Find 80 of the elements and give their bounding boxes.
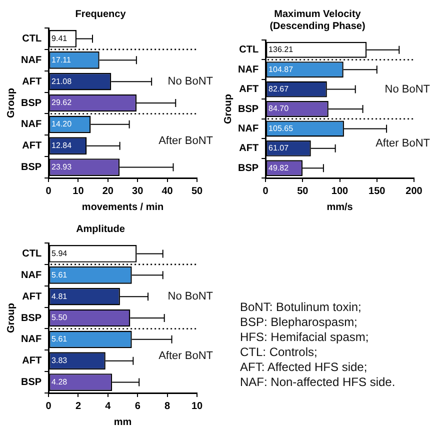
data-label: 5.94 [52, 248, 68, 258]
data-label: 21.08 [52, 76, 72, 86]
chart-title: Maximum Velocity (Descending Phase) [270, 8, 366, 32]
x-tick-label: 20 [102, 186, 114, 197]
y-tick-label: BSP [21, 312, 42, 324]
data-label: 61.07 [268, 144, 290, 153]
y-axis-title: Group [6, 303, 17, 333]
y-tick-label: AFT [22, 356, 42, 367]
annotation: After BoNT [158, 350, 214, 362]
text: HFS: Hemifacial spasm; [240, 330, 370, 345]
x-tick-label: 4 [105, 400, 112, 412]
x-tick-label: 40 [162, 186, 174, 197]
x-tick-label: 200 [406, 186, 423, 197]
y-tick-label: CTL [22, 33, 42, 44]
text: CTL: Controls; [240, 345, 318, 360]
y-tick-label: NAF [238, 123, 259, 134]
data-label: 49.82 [268, 163, 290, 172]
y-tick-label: NAF [238, 64, 259, 76]
data-label: 84.70 [268, 104, 290, 114]
x-axis-title: mm [114, 416, 132, 428]
y-axis-title: Group [222, 94, 234, 124]
data-label: 5.61 [52, 270, 68, 280]
chart-title: Amplitude [76, 224, 126, 235]
y-tick-label: NAF [21, 54, 42, 66]
x-tick-label: 100 [331, 186, 349, 197]
data-label: 82.67 [268, 84, 290, 94]
data-label: 17.11 [52, 55, 72, 64]
data-label: 23.93 [52, 162, 72, 172]
x-tick-label: 10 [72, 186, 84, 197]
data-label: 5.50 [52, 313, 68, 322]
y-tick-label: BSP [238, 162, 259, 174]
annotation: No BoNT [168, 290, 214, 303]
y-tick-label: AFT [22, 76, 42, 88]
y-tick-label: CTL [239, 44, 259, 56]
x-tick-label: 50 [297, 186, 309, 197]
data-label: 4.81 [52, 292, 68, 301]
data-label: 12.84 [52, 141, 72, 150]
y-tick-label: NAF [21, 334, 42, 346]
x-tick-label: 150 [368, 186, 386, 197]
text: BSP: Blepharospasm; [240, 315, 358, 330]
y-axis-title: Group [6, 88, 17, 118]
annotation: After BoNT [376, 137, 430, 150]
y-tick-label: AFT [22, 291, 42, 302]
x-tick-label: 8 [164, 400, 171, 412]
y-tick-label: BSP [21, 162, 42, 174]
data-label: 14.20 [52, 120, 72, 129]
data-label: 5.61 [52, 334, 68, 344]
x-axis-title: movements / min [82, 202, 164, 213]
data-label: 4.28 [52, 377, 68, 386]
data-label: 104.87 [268, 64, 294, 74]
x-tick-label: 30 [132, 186, 144, 197]
x-tick-label: 2 [75, 400, 82, 412]
data-label: 136.21 [268, 45, 294, 54]
x-tick-label: 0 [46, 400, 52, 412]
y-tick-label: AFT [22, 140, 42, 152]
data-label: 9.41 [52, 34, 68, 43]
data-label: 3.83 [52, 356, 68, 366]
annotation: No BoNT [384, 83, 430, 96]
data-label: 105.65 [268, 124, 294, 133]
annotation: After BoNT [158, 134, 214, 147]
text: AFT: Affected HFS side; [240, 360, 368, 375]
text: NAF: Non-affected HFS side. [240, 375, 396, 390]
y-tick-label: AFT [239, 84, 259, 96]
y-tick-label: BSP [21, 377, 42, 388]
y-tick-label: NAF [21, 119, 42, 130]
x-axis-title: mm/s [326, 202, 354, 213]
x-tick-label: 50 [191, 186, 203, 197]
y-tick-label: AFT [239, 143, 259, 154]
data-label: 29.62 [52, 98, 72, 108]
annotation: No BoNT [168, 76, 214, 88]
text: BoNT: Botulinum toxin; [240, 300, 362, 315]
y-tick-label: BSP [21, 98, 42, 109]
chart-title: Frequency [75, 8, 126, 20]
x-tick-label: 0 [46, 186, 52, 197]
x-tick-label: 0 [262, 186, 269, 197]
y-tick-label: BSP [238, 104, 259, 115]
x-tick-label: 6 [134, 400, 141, 412]
y-tick-label: NAF [21, 270, 42, 281]
x-tick-label: 10 [191, 400, 203, 412]
y-tick-label: CTL [22, 248, 42, 260]
